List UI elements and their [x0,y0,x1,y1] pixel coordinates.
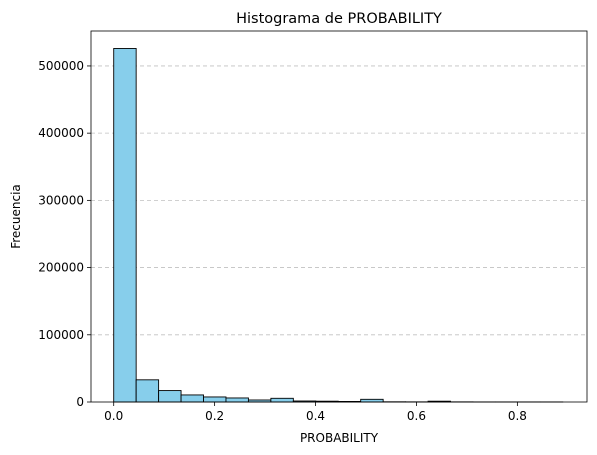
chart-title: Histograma de PROBABILITY [236,11,442,27]
y-gridlines [91,65,587,336]
x-axis-ticks: 0.0 0.2 0.4 0.6 0.8 [104,402,527,423]
y-tick-label-2: 200000 [38,261,84,275]
x-tick-label-4: 0.8 [508,409,527,423]
x-tick-label-1: 0.2 [205,409,224,423]
y-axis-label: Frecuencia [9,184,23,249]
histogram-bar-7 [270,397,294,403]
y-tick-label-4: 400000 [38,126,84,140]
y-tick-label-3: 300000 [38,193,84,207]
y-tick-label-0: 0 [76,395,84,409]
y-axis-ticks: 0 100000 200000 300000 400000 500000 [38,59,91,409]
x-tick-label-0: 0.0 [104,409,123,423]
histogram-bar-0 [113,48,137,403]
x-tick-label-3: 0.6 [407,409,426,423]
histogram-bar-5 [225,397,249,403]
y-tick-label-1: 100000 [38,328,84,342]
histogram-bar-2 [158,390,182,403]
x-tick-label-2: 0.4 [306,409,325,423]
plot-frame [90,30,588,403]
histogram-bar-1 [135,379,160,403]
y-tick-label-5: 500000 [38,59,84,73]
x-axis-label: PROBABILITY [300,431,379,445]
histogram-bar-3 [180,394,204,403]
histogram-bar-4 [203,396,227,403]
histogram-bar-11 [360,398,384,403]
